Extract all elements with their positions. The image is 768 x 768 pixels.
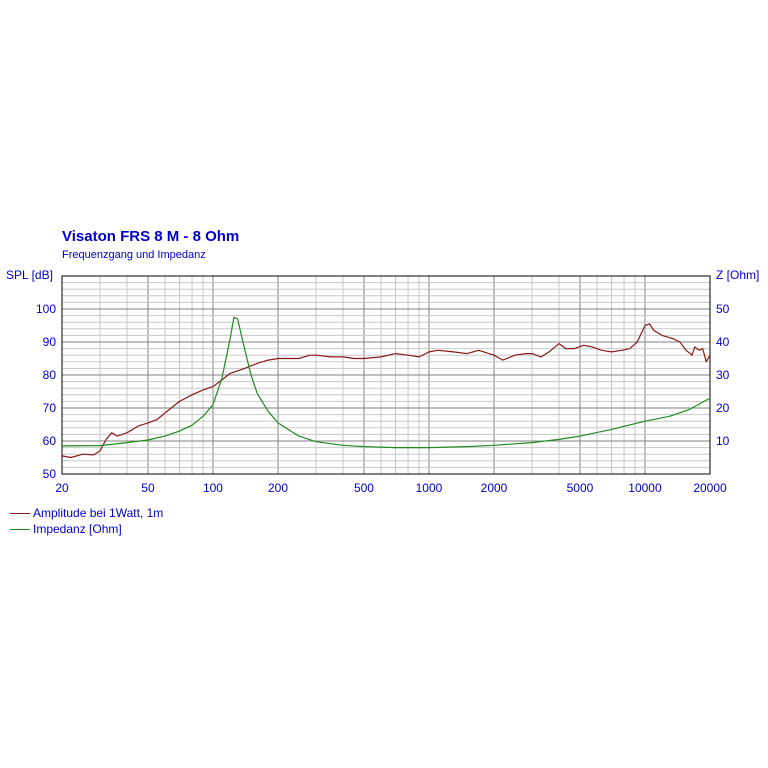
x-tick-label: 500 <box>354 481 374 495</box>
y-tick-label-right: 10 <box>716 434 730 448</box>
grid <box>62 276 710 474</box>
legend-item-amplitude: Amplitude bei 1Watt, 1m <box>10 506 163 520</box>
chart-subtitle: Frequenzgang und Impedanz <box>62 249 206 261</box>
x-tick-label: 200 <box>268 481 288 495</box>
series-layer <box>61 316 711 459</box>
y-tick-label-right: 20 <box>716 401 730 415</box>
y-tick-label-left: 90 <box>43 335 57 349</box>
x-tick-label: 20000 <box>693 481 727 495</box>
y-tick-label-left: 100 <box>36 302 56 316</box>
x-tick-label: 20 <box>55 481 69 495</box>
x-tick-label: 50 <box>141 481 155 495</box>
series-impedance-line <box>61 316 711 449</box>
y-tick-label-left: 80 <box>43 368 57 382</box>
legend-swatch-amplitude <box>10 513 30 515</box>
x-tick-label: 5000 <box>567 481 594 495</box>
legend-label-impedance: Impedanz [Ohm] <box>33 522 122 536</box>
y-tick-label-right: 40 <box>716 335 730 349</box>
y-tick-label-right: 50 <box>716 302 730 316</box>
plot-frame <box>61 275 711 475</box>
x-tick-label: 1000 <box>416 481 443 495</box>
legend-swatch-impedance <box>10 529 30 531</box>
legend-item-impedance: Impedanz [Ohm] <box>10 522 122 536</box>
tick-labels: 20 50 100 200 500 1000 2000 5000 10000 2000050607… <box>36 302 730 495</box>
series-amplitude-line <box>61 323 711 459</box>
x-tick-label: 100 <box>203 481 223 495</box>
left-axis-label: SPL [dB] <box>6 268 53 282</box>
x-tick-label: 10000 <box>628 481 662 495</box>
x-tick-label: 2000 <box>481 481 508 495</box>
y-tick-label-left: 50 <box>43 467 57 481</box>
chart-title: Visaton FRS 8 M - 8 Ohm <box>62 228 240 245</box>
legend-label-amplitude: Amplitude bei 1Watt, 1m <box>33 506 164 520</box>
right-axis-label: Z [Ohm] <box>716 268 759 282</box>
y-tick-label-right: 30 <box>716 368 730 382</box>
y-tick-label-left: 60 <box>43 434 57 448</box>
y-tick-label-left: 70 <box>43 401 57 415</box>
